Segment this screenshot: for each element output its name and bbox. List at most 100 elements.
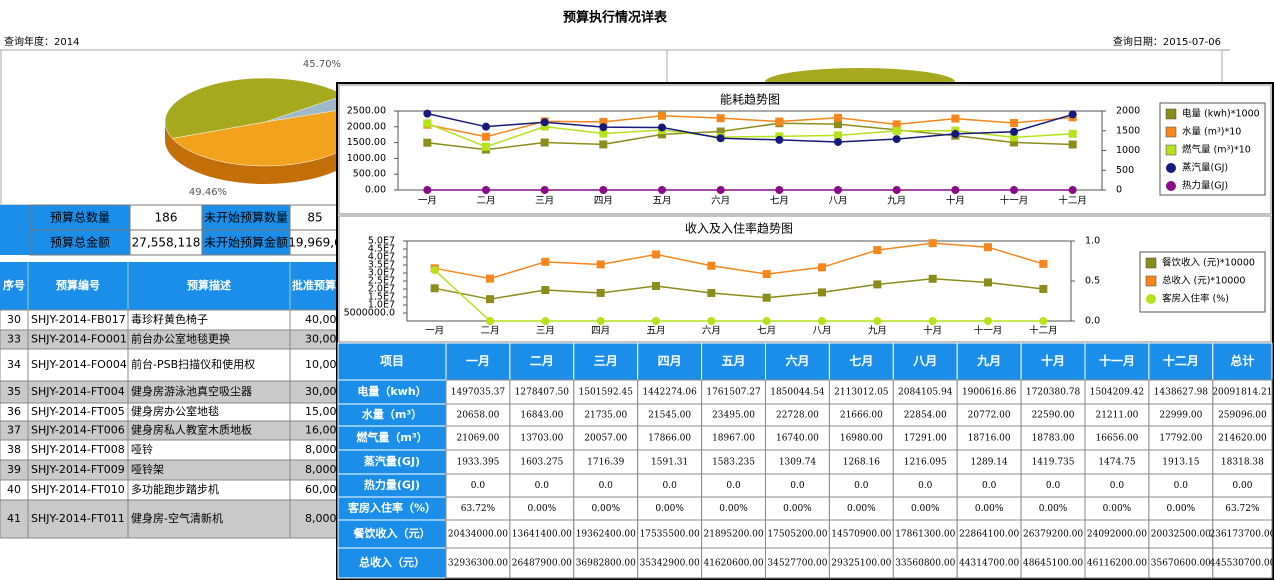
point [716,114,725,123]
point [818,317,826,325]
table-cell-bg [828,425,894,451]
table-cell: 17291.00 [904,434,947,444]
table-cell: 14570900.00 [831,530,891,540]
x-tick-label: 六月 [702,325,721,337]
point [892,135,901,144]
series-line [427,115,1073,138]
legend-label: 燃气量 (m³)*10 [1182,144,1251,156]
table-cell: 18716.00 [968,434,1011,444]
page-title: 预算执行情况详表 [563,10,668,26]
table-cell: 20032500.00 [1151,530,1211,540]
x-tick-label: 十二月 [1029,325,1058,337]
point [540,138,549,147]
pie-label: 45.70% [303,59,341,70]
point [762,317,771,325]
table-cell: 哑铃架 [131,462,164,476]
point [834,113,842,122]
table-cell: 21069.00 [456,434,499,444]
y-tick-label: 3.5E7 [368,260,395,271]
x-tick-label: 七月 [770,196,789,207]
table-cell: 0.0 [1174,481,1189,491]
table-cell: 63.72% [461,504,496,514]
table-cell: SHJY-2014-FB017 [31,313,126,326]
table-header [0,262,345,310]
table-cell: 41 [7,512,21,525]
point [818,263,826,272]
table-cell-bg [573,519,639,549]
y-tick-label: 1000.00 [347,153,386,164]
point [984,317,992,325]
point [984,243,992,252]
table-cell-bg [828,379,894,405]
table-cell: 33560800.00 [895,559,955,569]
table-header-cell [1020,342,1086,381]
table-cell: 16656.00 [1095,434,1138,444]
x-tick-label: 八月 [828,196,847,207]
table-cell: 30 [7,313,21,326]
summary-text: 85 [307,211,322,225]
y2-tick-label: 1.0 [1085,236,1100,247]
point [541,286,550,295]
point [541,257,550,266]
y-tick-label: 0.00 [365,185,386,196]
table-cell: 21895200.00 [703,530,763,540]
legend-label: 水量 (m³)*10 [1182,126,1241,138]
summary-cell [129,204,203,231]
table-cell: 445530700.00 [1209,559,1274,569]
table-cell: 1438627.98 [1154,388,1209,398]
table-header-cell [337,342,447,381]
point [775,135,784,144]
table-cell: 8,000 [305,443,337,456]
point [834,186,842,194]
series-line [434,242,1044,280]
point [716,127,725,136]
table-header-text: 预算描述 [187,278,231,292]
point [1068,129,1077,138]
x-tick-label: 三月 [535,196,554,207]
table-cell: 前台办公室地毯更换 [131,332,230,346]
table-cell-bg [701,379,766,405]
point [540,118,549,127]
table-cell: 1900616.86 [962,388,1017,398]
table-header-cell [573,342,639,381]
y2-tick-label: 0.5 [1085,276,1100,287]
table-cell-bg [956,519,1022,549]
y2-tick-label: 0 [1116,185,1122,196]
legend-swatch [1166,163,1176,173]
x-tick-label: 四月 [591,326,610,337]
table-cell: 1850044.54 [770,388,825,398]
table-cell: 0.0 [790,481,805,491]
point [1010,118,1018,127]
row-label: 水量（m³） [362,407,422,421]
point [928,274,937,283]
table-cell: 26487900.00 [512,559,572,569]
table-cell: 0.00% [847,504,876,514]
x-tick-label: 六月 [711,195,730,207]
point [423,186,432,194]
table-cell: 1289.14 [971,458,1008,468]
y-tick-label: 4.5E7 [368,244,395,255]
point [1039,259,1048,268]
table-cell: 22854.00 [904,411,947,421]
x-tick-label: 一月 [425,326,444,337]
point [540,122,549,131]
table-header-text: 项目 [380,354,404,368]
table-cell: 36982800.00 [576,559,636,569]
point [658,130,666,139]
table-cell: 20057.00 [584,434,627,444]
point [658,111,666,120]
table-header-cell [637,342,703,381]
table-cell-bg [637,379,703,405]
point [1039,284,1048,293]
table-cell-bg [892,547,958,579]
table-cell: 16843.00 [520,411,563,421]
y-tick-label: 4.0E7 [368,252,395,263]
table-cell: 214620.00 [1218,434,1267,444]
series-line [434,278,1044,300]
table-cell: 1442274.06 [642,388,697,398]
table-header-cell [892,342,958,381]
table-header-cell [828,342,894,381]
table-cell: SHJY-2014-FT004 [31,385,125,398]
summary-cell [289,229,341,256]
table-cell: 18783.00 [1032,434,1075,444]
